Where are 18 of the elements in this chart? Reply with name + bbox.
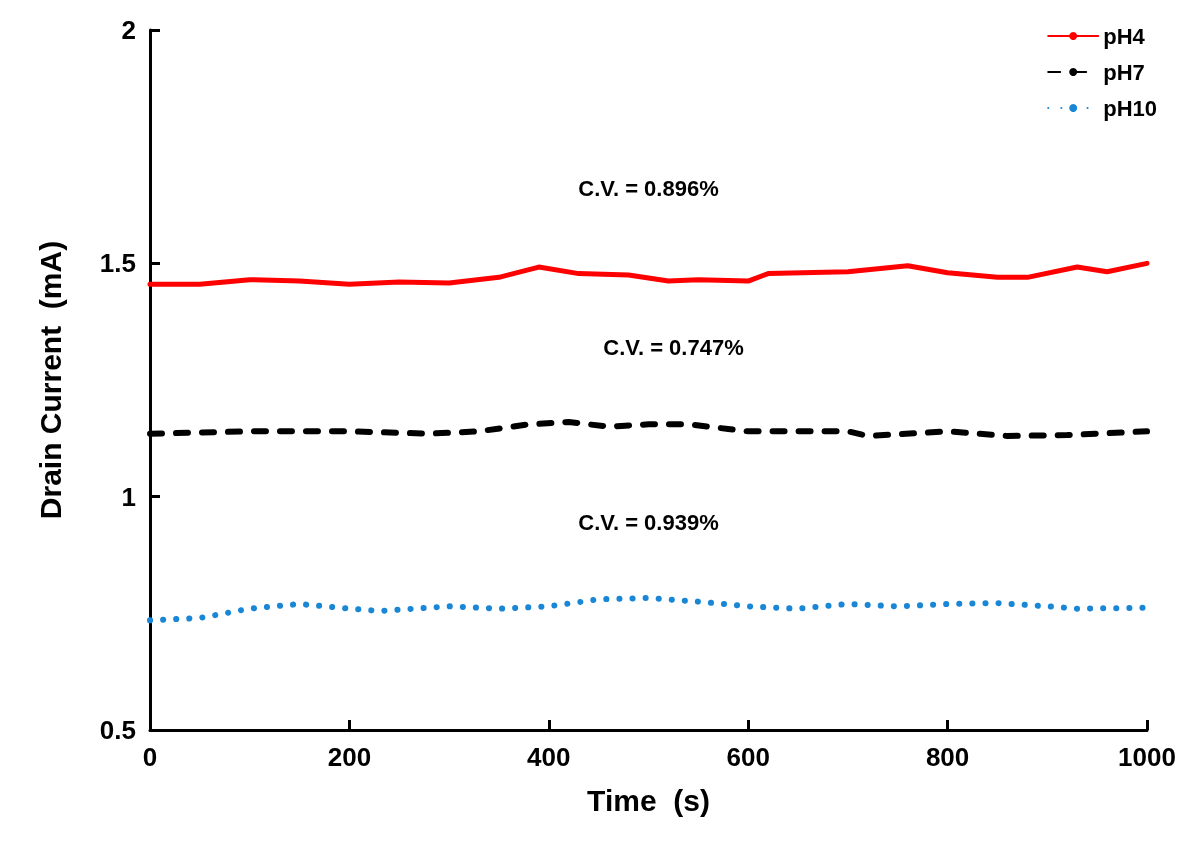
- legend-label: pH10: [1103, 95, 1157, 121]
- annotation: C.V. = 0.896%: [578, 175, 719, 201]
- x-tick-label: 0: [142, 742, 158, 772]
- y-axis-title: Drain Current (mA): [33, 240, 67, 520]
- annotation: C.V. = 0.747%: [603, 334, 744, 360]
- legend-label: pH7: [1103, 59, 1145, 85]
- y-tick-label: 0.5: [99, 715, 136, 745]
- legend-label: pH4: [1103, 23, 1146, 49]
- annotation: C.V. = 0.939%: [578, 510, 719, 536]
- x-tick-label: 600: [726, 742, 770, 772]
- y-tick-label: 1.5: [99, 248, 136, 279]
- x-axis-title: Time (s): [587, 783, 710, 817]
- x-tick-label: 400: [527, 742, 571, 772]
- x-tick-label: 200: [327, 742, 372, 772]
- x-tick-label: 800: [925, 742, 970, 772]
- y-tick-label: 1: [121, 481, 136, 512]
- x-tick-label: 1000: [1118, 742, 1176, 772]
- y-tick-label: 2: [121, 15, 136, 45]
